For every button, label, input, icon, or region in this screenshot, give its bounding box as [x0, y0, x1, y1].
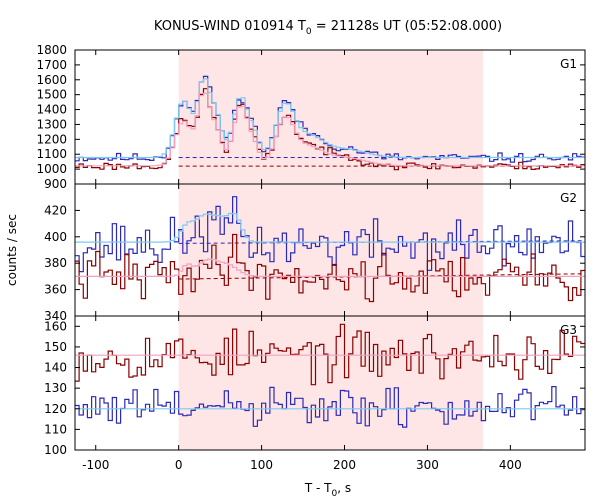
panel-g2: 340 360 380 400 420 G2 — [44, 183, 586, 323]
panel-frame — [74, 315, 586, 451]
y-tick-label: 100 — [44, 443, 67, 457]
y-tick-label: 1800 — [36, 43, 67, 57]
panel-g3: 100 110 120 130 140 150 160 G3 -100 0 100 200 300 400 — [44, 315, 586, 472]
series-blue_hist — [75, 196, 585, 273]
panel-plot-area — [75, 196, 585, 303]
y-tick-label: 140 — [44, 361, 67, 375]
y-tick-label: 1600 — [36, 73, 67, 87]
panel-label: G1 — [560, 57, 577, 71]
chart-title-sub: 0 — [306, 27, 312, 37]
y-axis-label: counts / sec — [5, 214, 19, 286]
panel-plot-area — [75, 75, 585, 171]
shaded-interval — [178, 50, 483, 184]
x-tick-label: -100 — [82, 458, 109, 472]
series-fit_blue — [75, 212, 585, 243]
series-red_hist — [75, 233, 585, 303]
y-tick-label: 1000 — [36, 162, 67, 176]
shaded-interval — [178, 184, 483, 316]
y-tick-label: 400 — [44, 230, 67, 244]
y-tick-label: 1400 — [36, 103, 67, 117]
x-axis-label-rest: , s — [337, 481, 351, 495]
y-tick-label: 1200 — [36, 132, 67, 146]
y-tick-label: 1100 — [36, 147, 67, 161]
y-tick-label: 150 — [44, 340, 67, 354]
y-tick-label: 360 — [44, 283, 67, 297]
series-fit_blue — [75, 78, 585, 159]
panel-label: G3 — [560, 323, 577, 337]
series-fit_red — [75, 258, 585, 277]
series-blue_hist — [75, 386, 585, 428]
series-fit_red — [75, 92, 585, 167]
series-red_hist — [75, 323, 585, 386]
y-tick-label: 900 — [44, 177, 67, 191]
y-tick-label: 420 — [44, 203, 67, 217]
panel-plot-area — [75, 323, 585, 428]
chart-title: KONUS-WIND 010914 T0 = 21128s UT (05:52:… — [154, 19, 502, 37]
panel-label: G2 — [560, 191, 577, 205]
y-tick-label: 130 — [44, 381, 67, 395]
x-tick-label: 200 — [333, 458, 356, 472]
y-tick-label: 1300 — [36, 117, 67, 131]
y-tick-label: 340 — [44, 309, 67, 323]
panels-layer: 900100011001200130014001500160017001800G… — [36, 43, 586, 472]
y-tick-label: 120 — [44, 402, 67, 416]
y-tick-label: 1500 — [36, 88, 67, 102]
y-tick-label: 160 — [44, 319, 67, 333]
y-tick-label: 380 — [44, 256, 67, 270]
x-axis-label-sub: 0 — [332, 489, 338, 499]
chart-title-rest: = 21128s UT (05:52:08.000) — [312, 19, 502, 34]
x-axis-label-main: T - T — [304, 481, 332, 495]
y-tick-label: 110 — [44, 422, 67, 436]
chart-title-main: KONUS-WIND 010914 T — [154, 19, 306, 34]
y-tick-label: 1700 — [36, 58, 67, 72]
x-tick-label: 400 — [499, 458, 522, 472]
x-tick-label: 100 — [250, 458, 273, 472]
x-tick-label: 0 — [175, 458, 183, 472]
x-tick-label: 300 — [416, 458, 439, 472]
x-axis-label: T - T0, s — [304, 481, 351, 499]
